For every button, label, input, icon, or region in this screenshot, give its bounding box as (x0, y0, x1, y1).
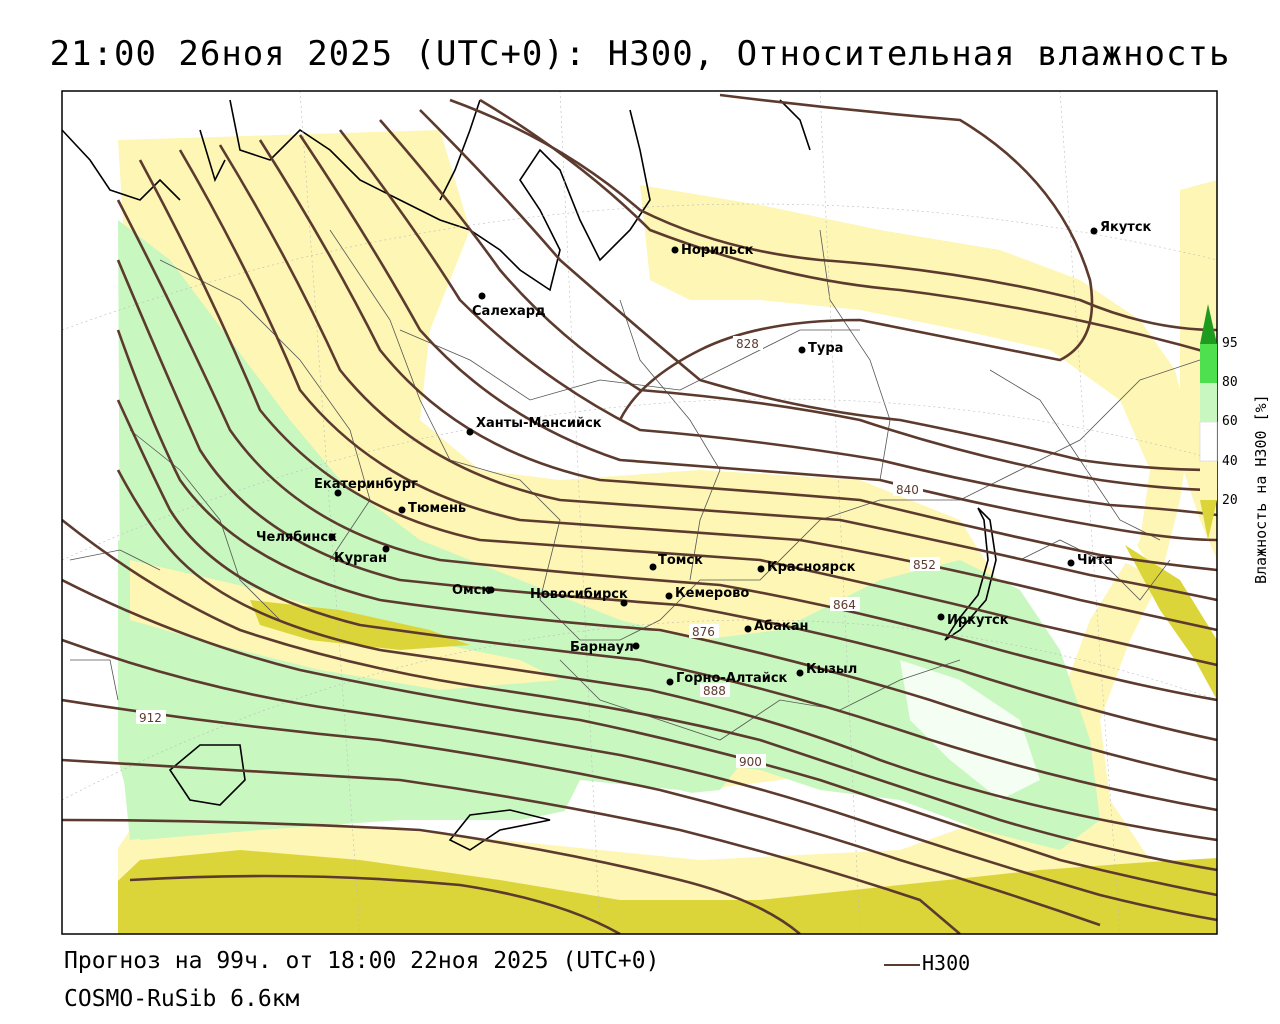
contour-label-888: 888 (703, 684, 726, 698)
city-marker (757, 565, 765, 573)
page-title: 21:00 26ноя 2025 (UTC+0): H300, Относите… (49, 34, 1231, 74)
colorbar-tick-95: 95 (1222, 336, 1238, 351)
colorbar-tick-40: 40 (1222, 454, 1238, 469)
colorbar-bin-80-95 (1200, 344, 1217, 383)
forecast-info: Прогноз на 99ч. от 18:00 22ноя 2025 (UTC… (64, 948, 660, 974)
city-marker (1090, 227, 1098, 235)
contour-label-900: 900 (739, 755, 762, 769)
h300-contours (62, 93, 1217, 934)
city-marker (632, 642, 640, 650)
city-label-chelyabinsk: Челябинск (256, 530, 337, 545)
city-marker (666, 678, 674, 686)
city-marker (382, 545, 390, 553)
city-label-omsk: Омск (452, 583, 490, 598)
city-marker (796, 669, 804, 677)
contour-label-840: 840 (896, 483, 919, 497)
humidity-field (62, 91, 1217, 934)
city-label-tyumen: Тюмень (408, 501, 466, 516)
colorbar-bin-60-80 (1200, 383, 1217, 422)
city-label-kyzyl: Кызыл (806, 662, 857, 677)
city-marker (1067, 559, 1075, 567)
contour-label-bg (700, 683, 730, 697)
city-label-chita: Чита (1077, 553, 1113, 568)
contour-label-bg (733, 336, 763, 350)
city-marker (649, 563, 657, 571)
city-marker (937, 613, 945, 621)
colorbar-bin-20-40 (1200, 461, 1217, 500)
city-label-kemerovo: Кемерово (675, 586, 749, 601)
contour-label-bg (689, 624, 719, 638)
colorbar-tick-80: 80 (1222, 375, 1238, 390)
h300-legend-label: H300 (922, 951, 971, 975)
coastlines (62, 99, 997, 851)
colorbar-tick-20: 20 (1222, 493, 1238, 508)
city-marker (398, 506, 406, 514)
contour-label-bg (136, 710, 166, 724)
city-label-yakutsk: Якутск (1100, 220, 1152, 235)
city-label-irkutsk: Иркутск (947, 613, 1009, 628)
contour-label-852: 852 (913, 558, 936, 572)
contour-label-864: 864 (833, 598, 856, 612)
humidity-colorbar (1199, 304, 1218, 540)
contour-label-bg (830, 597, 860, 611)
city-label-khanty-mansiysk: Ханты-Мансийск (476, 416, 602, 431)
city-label-gorno-altaysk: Горно-Алтайск (676, 671, 788, 686)
contour-label-828: 828 (736, 337, 759, 351)
model-name: COSMO-RuSib 6.6км (64, 986, 300, 1012)
city-label-barnaul: Барнаул (570, 640, 634, 655)
city-label-tomsk: Томск (658, 553, 703, 568)
cities: Якутск Норильск Салехард Тура Ханты-Манс… (256, 220, 1152, 686)
contour-label-bg (910, 557, 940, 571)
contour-label-bg (893, 482, 923, 496)
city-marker (334, 489, 342, 497)
colorbar-low-arrow (1200, 500, 1217, 540)
city-marker (466, 428, 474, 436)
contour-label-876: 876 (692, 625, 715, 639)
city-label-tura: Тура (808, 341, 843, 356)
city-label-kurgan: Курган (334, 551, 387, 566)
city-marker (671, 246, 679, 254)
h300-legend-line (884, 964, 920, 966)
city-label-krasnoyarsk: Красноярск (767, 560, 856, 575)
city-marker (487, 586, 495, 594)
city-marker (744, 625, 752, 633)
city-marker (478, 292, 486, 300)
contour-labels: 828 840 852 864 876 888 900 912 (136, 336, 940, 769)
city-label-salekhard: Салехард (472, 304, 546, 319)
city-marker (798, 346, 806, 354)
city-label-ekaterinburg: Екатеринбург (314, 477, 418, 492)
city-marker (620, 599, 628, 607)
contour-label-bg (736, 754, 766, 768)
contour-label-912: 912 (139, 711, 162, 725)
colorbar-title: Влажность на H300 [%] (1252, 394, 1270, 584)
colorbar-bin-40-60 (1199, 421, 1218, 462)
colorbar-high-arrow (1200, 304, 1217, 344)
city-label-norilsk: Норильск (681, 243, 754, 258)
map-frame (61, 90, 1218, 935)
colorbar-tick-60: 60 (1222, 414, 1238, 429)
city-marker (665, 592, 673, 600)
city-label-abakan: Абакан (754, 619, 809, 634)
city-label-novosibirsk: Новосибирск (530, 587, 628, 602)
city-marker (328, 533, 336, 541)
